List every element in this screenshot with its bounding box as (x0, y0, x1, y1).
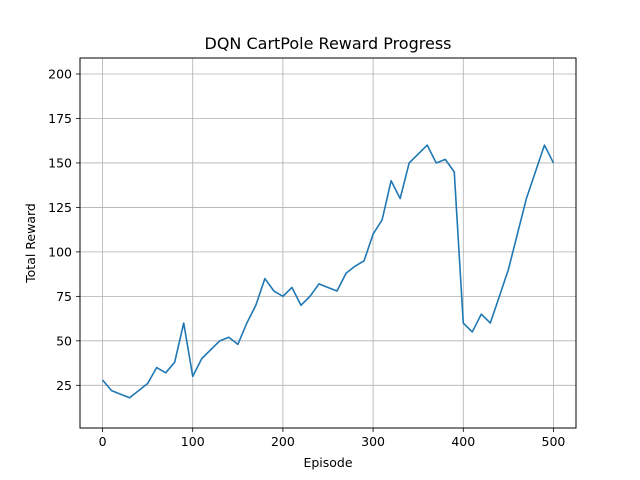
y-tick-label: 25 (56, 378, 72, 393)
x-tick-label: 100 (181, 434, 205, 449)
y-axis-title: Total Reward (23, 203, 38, 284)
x-axis: 0 100 200 300 400 500 (99, 428, 566, 449)
x-axis-title: Episode (303, 455, 352, 470)
y-axis: 25 50 75 100 125 150 175 200 (48, 67, 80, 393)
y-tick-label: 125 (48, 200, 72, 215)
y-tick-label: 75 (56, 289, 72, 304)
x-tick-label: 500 (542, 434, 566, 449)
reward-series-line (101, 144, 555, 399)
y-tick-label: 100 (48, 244, 72, 259)
plot-frame (79, 57, 577, 429)
x-tick-label: 200 (271, 434, 295, 449)
x-tick-label: 300 (361, 434, 385, 449)
grid (80, 58, 576, 428)
y-tick-label: 50 (56, 333, 72, 348)
x-tick-label: 0 (99, 434, 107, 449)
chart-title: DQN CartPole Reward Progress (205, 34, 452, 53)
y-tick-label: 175 (48, 111, 72, 126)
x-tick-label: 400 (451, 434, 475, 449)
y-tick-label: 150 (48, 155, 72, 170)
y-tick-label: 200 (48, 67, 72, 82)
series-layer (101, 144, 555, 399)
